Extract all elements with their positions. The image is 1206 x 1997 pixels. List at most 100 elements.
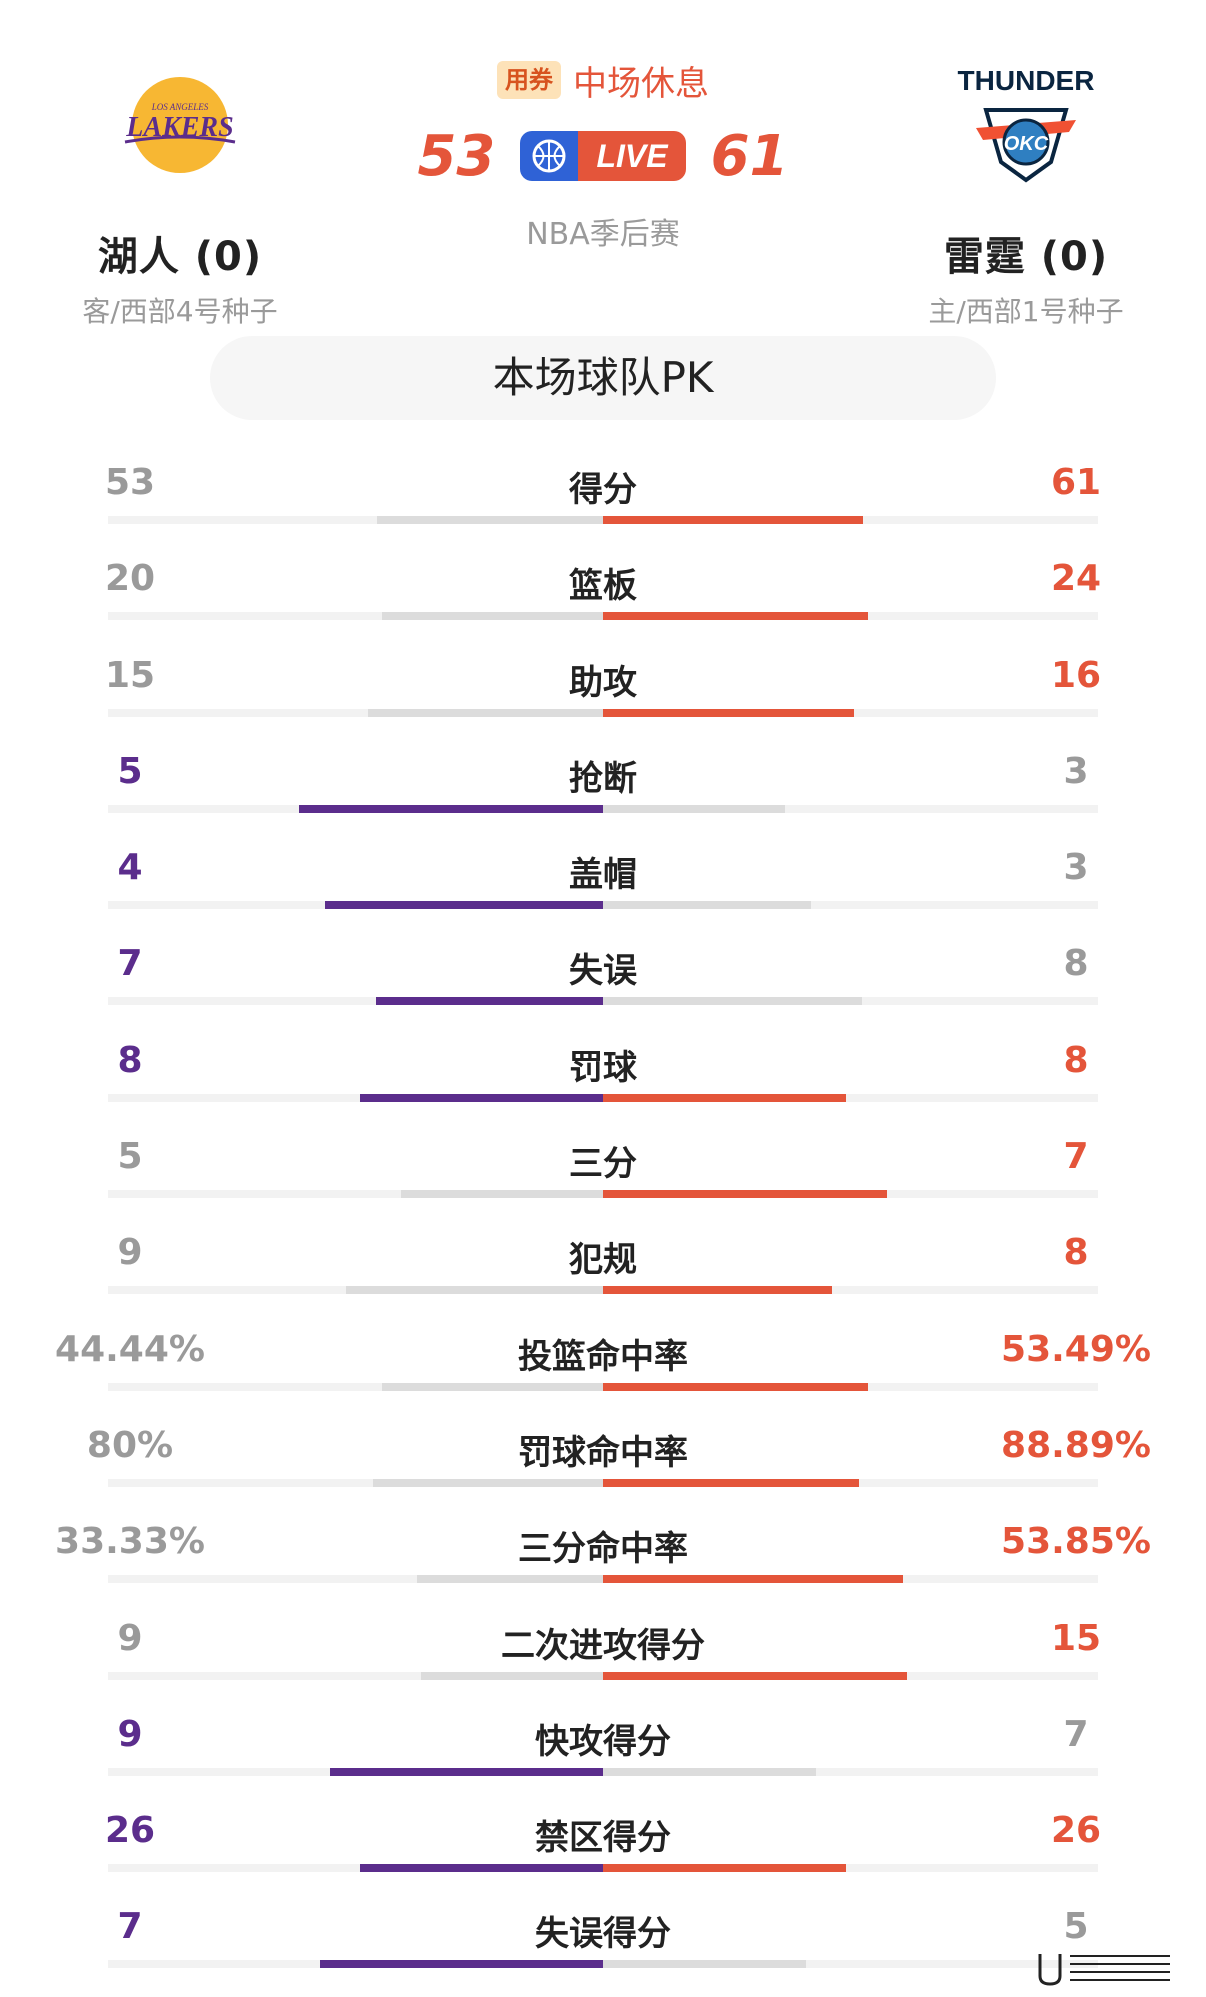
- home-stat-value: 15: [1050, 1617, 1102, 1659]
- stat-label: 盖帽: [569, 855, 637, 896]
- away-stat-bar: [420, 1671, 603, 1680]
- svg-text:LOS ANGELES: LOS ANGELES: [151, 102, 209, 112]
- stat-row: 7 失误 8: [0, 931, 1206, 1027]
- stat-row: 5 三分 7: [0, 1124, 1206, 1220]
- game-summary: 用券 中场休息 53 LIVE 61 NBA季后赛: [403, 55, 803, 253]
- home-stat-value: 88.89%: [1001, 1424, 1151, 1466]
- away-stat-bar: [367, 708, 603, 717]
- home-stat-bar: [603, 901, 812, 910]
- live-label: LIVE: [578, 131, 686, 181]
- stat-label: 得分: [569, 470, 637, 510]
- away-team-seed: 客/西部4号种子: [82, 295, 278, 328]
- away-stat-value: 7: [117, 943, 143, 985]
- stat-label: 罚球命中率: [518, 1432, 688, 1473]
- home-stat-value: 53.49%: [1001, 1328, 1151, 1370]
- team-pk-title: 本场球队PK: [210, 336, 996, 420]
- stat-row: 33.33% 三分命中率 53.85%: [0, 1509, 1206, 1605]
- away-stat-bar: [325, 901, 603, 910]
- stat-label: 罚球: [569, 1047, 637, 1088]
- away-stat-bar: [377, 516, 603, 524]
- stat-label: 三分命中率: [518, 1529, 688, 1570]
- away-stat-bar: [400, 1190, 603, 1199]
- away-stat-value: 7: [117, 1906, 143, 1948]
- home-stat-value: 7: [1063, 1713, 1089, 1755]
- away-stat-value: 20: [104, 558, 156, 600]
- home-stat-value: 24: [1050, 558, 1102, 600]
- stat-label: 三分: [569, 1144, 637, 1185]
- home-stat-bar: [603, 1093, 846, 1102]
- home-stat-bar: [603, 1190, 887, 1199]
- watermark: [1030, 1948, 1190, 1988]
- stat-label: 快攻得分: [535, 1721, 671, 1762]
- lakers-logo-icon: LOS ANGELES LAKERS: [105, 50, 255, 200]
- stat-label: 禁区得分: [535, 1818, 671, 1859]
- away-stat-bar: [329, 1767, 603, 1776]
- home-team[interactable]: THUNDER OKC 雷霆 (0) 主/西部1号种子: [876, 50, 1176, 330]
- stat-row: 9 快攻得分 7: [0, 1702, 1206, 1798]
- thunder-logo-icon: THUNDER OKC: [951, 50, 1101, 200]
- home-stat-value: 8: [1063, 1039, 1089, 1081]
- away-team[interactable]: LOS ANGELES LAKERS 湖人 (0) 客/西部4号种子: [30, 50, 330, 330]
- home-stat-value: 7: [1063, 1136, 1089, 1178]
- home-stat-bar: [603, 1286, 832, 1295]
- away-stat-bar: [319, 1960, 603, 1969]
- away-stat-bar: [345, 1286, 603, 1295]
- away-stat-bar: [376, 997, 603, 1006]
- basketball-icon: [520, 131, 579, 181]
- stat-label: 助攻: [569, 662, 637, 703]
- svg-text:OKC: OKC: [1004, 133, 1049, 155]
- away-stat-value: 80%: [86, 1424, 174, 1466]
- stat-row: 44.44% 投篮命中率 53.49%: [0, 1317, 1206, 1413]
- stat-label: 抢断: [569, 758, 637, 799]
- home-stat-value: 16: [1050, 654, 1102, 696]
- away-stat-value: 53: [104, 462, 156, 503]
- coupon-badge[interactable]: 用券: [497, 61, 561, 99]
- live-button[interactable]: LIVE: [520, 129, 686, 183]
- watermark-icon: [1038, 1954, 1170, 1986]
- home-stat-bar: [603, 708, 854, 717]
- away-team-name: 湖人 (0): [97, 234, 263, 280]
- stat-label: 篮板: [569, 566, 637, 607]
- home-stat-value: 61: [1050, 462, 1102, 503]
- away-stat-bar: [382, 612, 603, 621]
- team-stats-list: 53 得分 61 20 篮板 24 15 助攻 16 5 抢断 3 4 盖帽 3 7 失误 8 8 罚球 8 5 三分 7 9 犯…: [0, 450, 1206, 1991]
- stat-label: 犯规: [569, 1240, 637, 1281]
- home-stat-bar: [603, 1382, 869, 1391]
- home-stat-bar: [603, 804, 786, 813]
- stat-label: 投篮命中率: [518, 1336, 688, 1377]
- away-stat-value: 5: [117, 750, 143, 792]
- stat-row: 8 罚球 8: [0, 1028, 1206, 1124]
- home-stat-bar: [603, 1671, 907, 1680]
- away-stat-bar: [417, 1575, 603, 1584]
- away-stat-bar: [360, 1093, 603, 1102]
- stat-label: 失误得分: [535, 1914, 671, 1955]
- home-stat-bar: [603, 1960, 806, 1969]
- away-stat-bar: [299, 804, 603, 813]
- home-team-name: 雷霆 (0): [943, 234, 1109, 280]
- stat-row: 7 失误得分 5: [0, 1894, 1206, 1990]
- home-stat-value: 53.85%: [1001, 1521, 1151, 1563]
- stat-row: 9 二次进攻得分 15: [0, 1606, 1206, 1702]
- stat-label: 失误: [569, 951, 637, 992]
- stat-row: 15 助攻 16: [0, 643, 1206, 739]
- home-stat-value: 5: [1063, 1906, 1089, 1948]
- away-stat-value: 44.44%: [55, 1328, 205, 1370]
- home-stat-bar: [603, 612, 869, 621]
- home-stat-bar: [603, 997, 863, 1006]
- away-stat-value: 5: [117, 1136, 143, 1178]
- game-header: LOS ANGELES LAKERS 湖人 (0) 客/西部4号种子 用券 中场…: [0, 0, 1206, 328]
- home-score: 61: [710, 123, 789, 189]
- away-stat-value: 9: [117, 1713, 143, 1755]
- svg-text:THUNDER: THUNDER: [958, 65, 1095, 96]
- stat-row: 9 犯规 8: [0, 1220, 1206, 1316]
- stat-label: 二次进攻得分: [501, 1625, 705, 1666]
- home-stat-value: 8: [1063, 1232, 1089, 1274]
- away-stat-value: 26: [104, 1810, 156, 1852]
- home-stat-value: 8: [1063, 943, 1089, 985]
- home-stat-bar: [603, 516, 864, 524]
- away-stat-value: 4: [117, 847, 143, 889]
- home-team-seed: 主/西部1号种子: [928, 295, 1124, 328]
- away-stat-value: 15: [104, 654, 156, 696]
- stat-row: 80% 罚球命中率 88.89%: [0, 1413, 1206, 1509]
- away-stat-value: 9: [117, 1617, 143, 1659]
